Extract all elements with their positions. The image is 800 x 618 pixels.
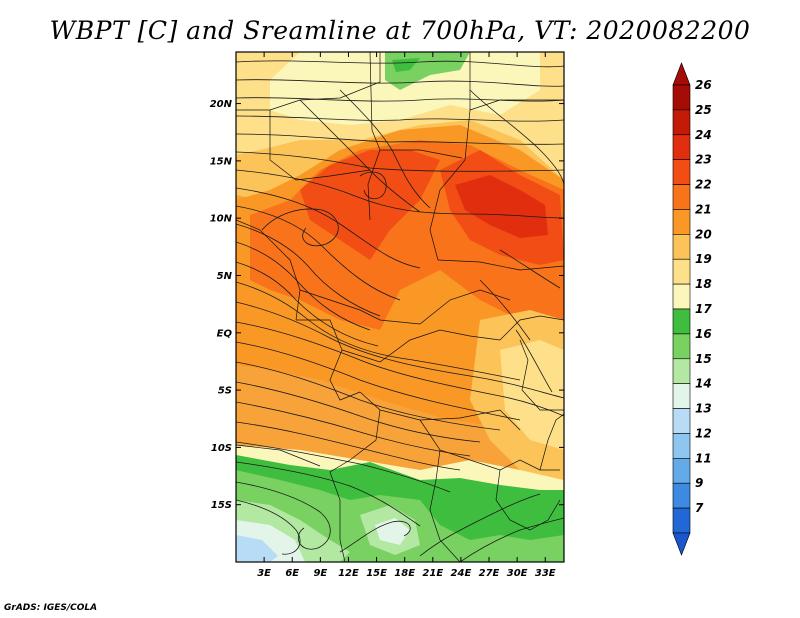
lat-tick-label: 10N <box>210 214 233 225</box>
colorbar-label: 26 <box>695 78 712 92</box>
colorbar-label: 24 <box>695 128 712 142</box>
lon-tick-label: 27E <box>479 568 500 579</box>
colorbar-top-arrow <box>672 62 691 86</box>
colorbar-swatch <box>672 408 691 434</box>
longitude-axis: 3E 6E 9E 12E 15E 18E 21E 24E 27E 30E 33E <box>257 52 556 579</box>
colorbar-label: 17 <box>695 302 712 316</box>
colorbar-label: 21 <box>695 202 712 216</box>
colorbar-swatch <box>672 134 691 160</box>
lon-tick-label: 18E <box>394 568 415 579</box>
lon-tick-label: 24E <box>451 568 472 579</box>
colorbar-swatch <box>672 159 691 185</box>
field-region-red-24 <box>455 175 548 238</box>
credit-text: GrADS: IGES/COLA <box>4 603 98 613</box>
lat-tick-label: 15S <box>211 500 232 511</box>
country-boundaries <box>236 52 564 562</box>
colorbar-label: 13 <box>695 402 712 416</box>
colorbar-swatch <box>672 333 691 360</box>
colorbar-label: 25 <box>695 103 712 117</box>
colorbar-swatch <box>672 383 691 409</box>
colorbar-label: 22 <box>695 178 712 192</box>
lat-tick-label: EQ <box>217 328 233 339</box>
colorbar-swatch <box>672 184 691 210</box>
lon-tick-label: 9E <box>313 568 327 579</box>
temperature-field <box>236 52 564 562</box>
colorbar-swatch <box>672 458 691 484</box>
lon-tick-label: 30E <box>507 568 528 579</box>
lon-tick-label: 12E <box>338 568 359 579</box>
latitude-axis: 20N 15N 10N 5N EQ 5S 10S 15S <box>210 99 564 511</box>
colorbar-swatch <box>672 109 691 136</box>
field-region-south-13 <box>236 535 278 562</box>
colorbar-label: 7 <box>695 501 704 515</box>
lon-tick-label: 3E <box>257 568 271 579</box>
colorbar-label: 18 <box>695 277 712 291</box>
colorbar-label: 23 <box>695 153 712 167</box>
field-region-north-18 <box>270 52 540 125</box>
lon-tick-label: 15E <box>366 568 387 579</box>
field-region-southeast-19 <box>500 340 564 450</box>
colorbar: 26 25 24 23 22 21 20 19 18 17 16 15 14 13 12 11 9 7 <box>672 62 712 556</box>
colorbar-label: 15 <box>695 352 712 366</box>
lat-tick-label: 15N <box>210 156 233 167</box>
colorbar-label: 16 <box>695 327 712 341</box>
colorbar-bottom-arrow <box>672 532 691 556</box>
colorbar-label: 14 <box>695 377 712 391</box>
colorbar-swatch <box>672 258 691 285</box>
lat-tick-label: 10S <box>211 443 232 454</box>
colorbar-swatch <box>672 308 691 335</box>
chart-title: WBPT [C] and Sreamline at 700hPa, VT: 20… <box>49 16 751 45</box>
lon-tick-label: 21E <box>422 568 443 579</box>
colorbar-swatch <box>672 433 691 459</box>
colorbar-swatch <box>672 209 691 235</box>
colorbar-swatch <box>672 482 691 509</box>
colorbar-label: 9 <box>695 476 703 490</box>
lat-tick-label: 5S <box>218 386 232 397</box>
field-region-green-north2 <box>392 58 420 72</box>
colorbar-swatch <box>672 358 691 384</box>
lon-tick-label: 33E <box>535 568 556 579</box>
lat-tick-label: 20N <box>210 99 233 110</box>
lat-tick-label: 5N <box>217 271 233 282</box>
colorbar-label: 11 <box>695 451 712 465</box>
colorbar-swatch <box>672 234 691 260</box>
field-region-orange-23-west <box>300 150 440 260</box>
colorbar-swatch <box>672 283 691 310</box>
colorbar-label: 20 <box>695 227 712 241</box>
colorbar-label: 12 <box>695 426 712 440</box>
colorbar-swatch <box>672 84 691 111</box>
colorbar-swatch <box>672 507 691 534</box>
colorbar-label: 19 <box>695 252 712 266</box>
lon-tick-label: 6E <box>285 568 299 579</box>
map-frame <box>235 51 565 563</box>
